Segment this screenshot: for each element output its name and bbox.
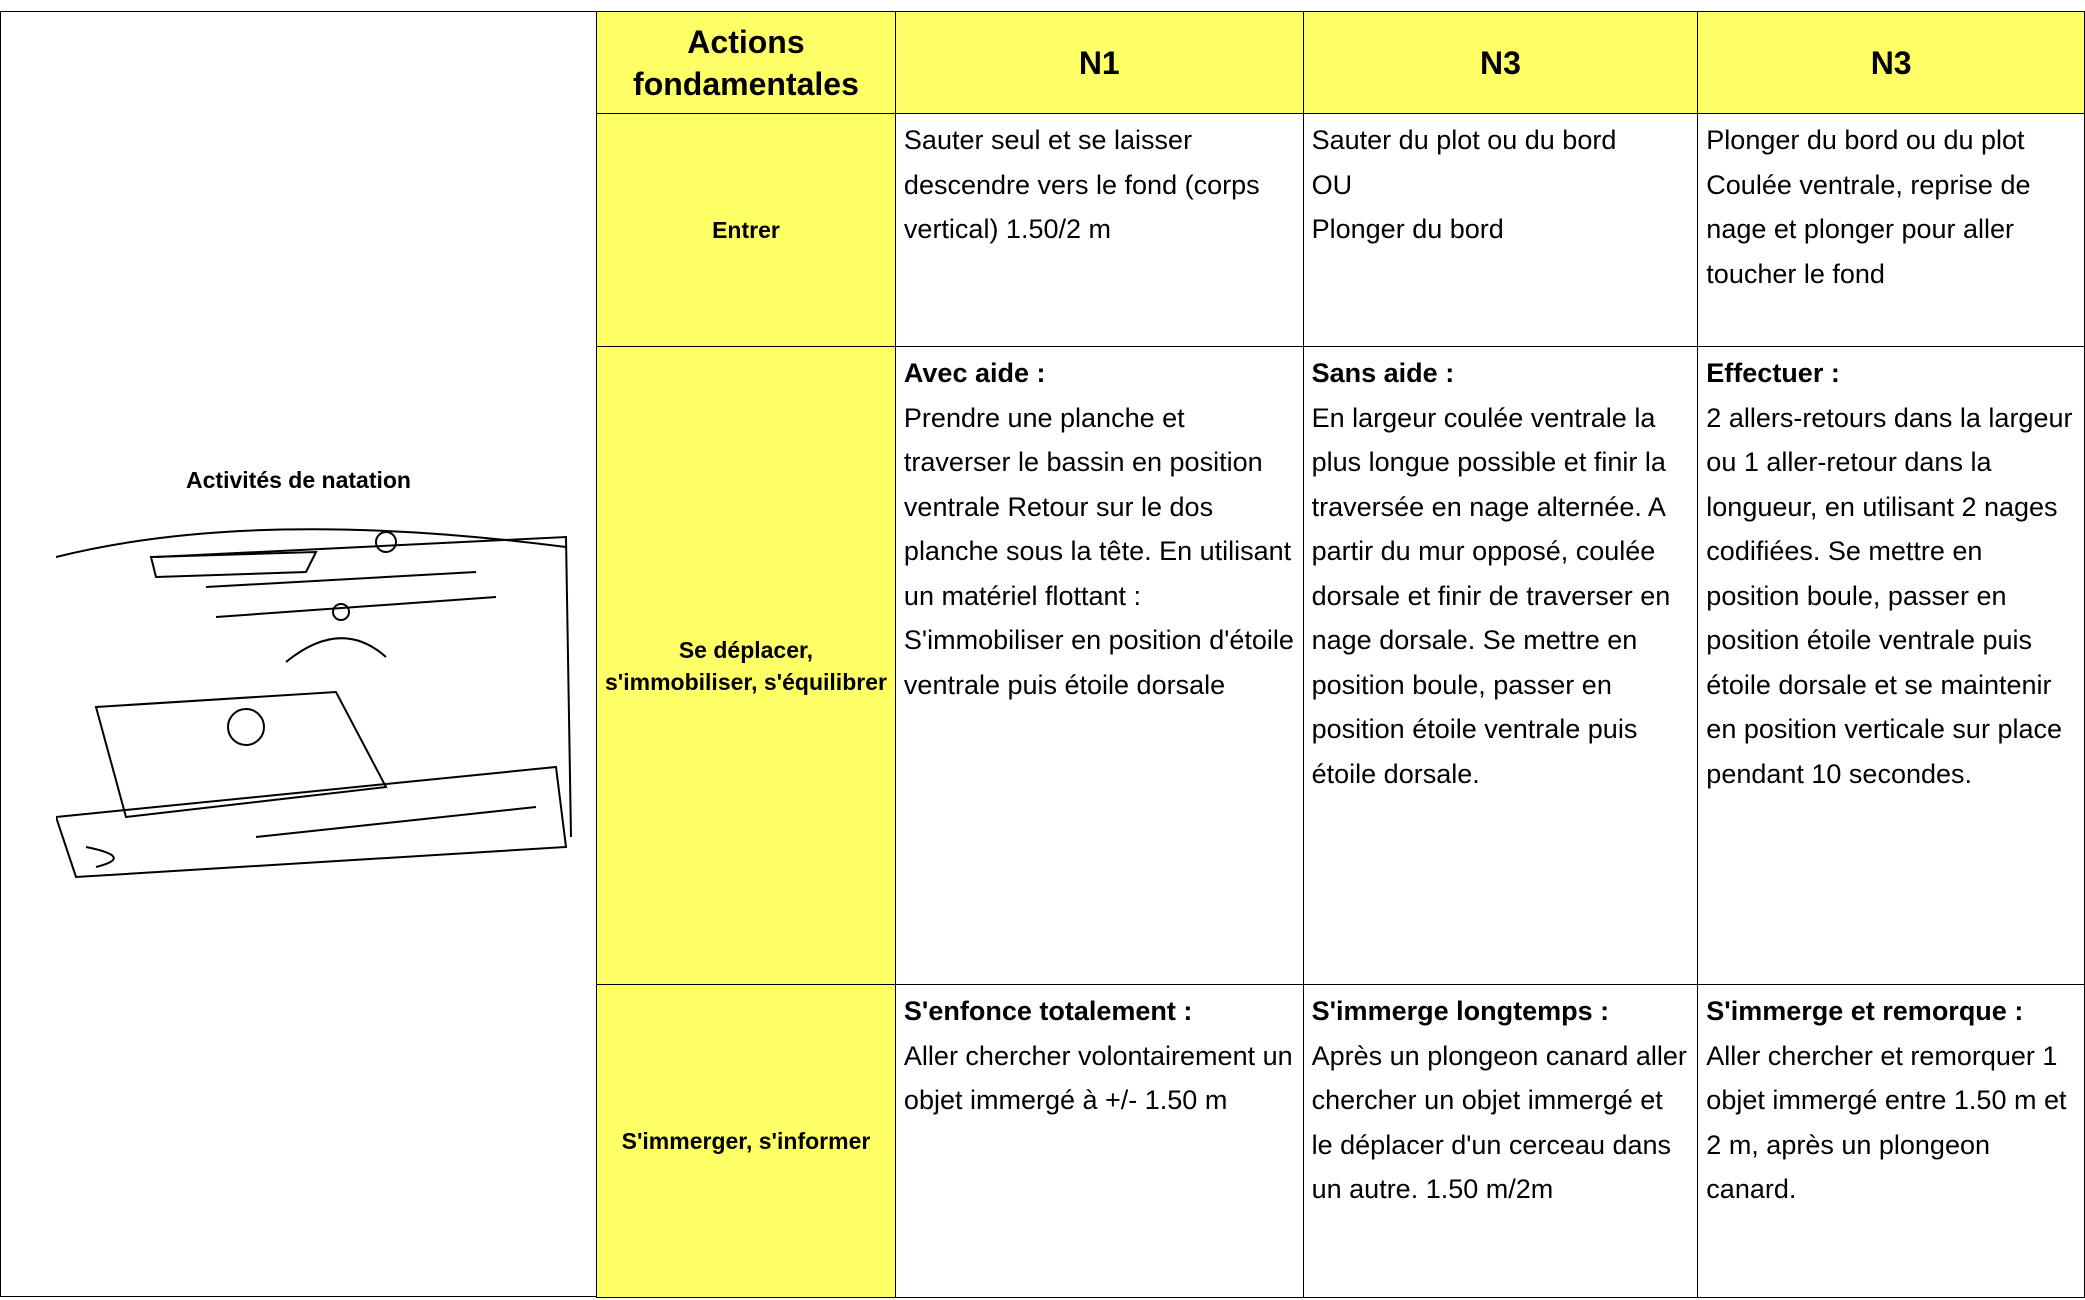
pool-wall [155,535,572,838]
cell-text: Plonger du bord [1311,214,1504,244]
level-cell: Sans aide : En largeur coulée ventrale la… [1302,346,1699,985]
ball [332,603,350,621]
level-cell: Effectuer : 2 allers-retours dans la larg… [1697,346,2085,985]
cell-text: Aller chercher et remorquer 1 objet imme… [1706,1040,2067,1205]
hoop [285,637,387,663]
cell-heading: Avec aide : [903,358,1046,388]
floating-mat [94,690,388,819]
table-row: Se déplacer, s'immobiliser, s'équilibrer… [596,346,2085,985]
header-cell: N3 [1302,11,1699,114]
swimmer-head [375,531,397,553]
cell-text: Après un plongeon canard aller chercher … [1311,1040,1687,1205]
cell-text: Prendre une planche et traverser le bass… [903,402,1294,700]
table-row: Entrer Sauter seul et se laisser descendr… [596,113,2085,347]
cell-text: En largeur coulée ventrale la plus longu… [1311,402,1671,789]
cell-text: Plonger du bord ou du plot Coulée ventra… [1706,125,2031,289]
table-row: S'immerger, s'informer S'enfonce totaleme… [596,984,2085,1298]
header-row: Actions fondamentales N1 N3 N3 [596,11,2085,114]
level-cell: S'immerge longtemps : Après un plongeon c… [1302,984,1699,1298]
diving-board [149,550,318,579]
side-label: Activités de natation [186,467,411,493]
cell-text: Sauter seul et se laisser descendre vers… [903,125,1260,244]
cell-text: OU [1311,169,1353,200]
level-cell: S'enfonce totalement : Aller chercher vol… [894,984,1304,1298]
cell-heading: Sans aide : [1311,358,1455,388]
level-cell: Plonger du bord ou du plot Coulée ventra… [1697,113,2085,347]
level-cell: Avec aide : Prendre une planche et traver… [894,346,1304,985]
cell-heading: Effectuer : [1706,358,1840,388]
action-cell: Entrer [596,113,896,347]
level-cell: Sauter du plot ou du bord OU Plonger du bo… [1302,113,1699,347]
action-cell: Se déplacer, s'immobiliser, s'équilibrer [596,346,896,985]
cell-text: 2 allers-retours dans la largeur ou 1 al… [1706,402,2073,789]
header-cell: Actions fondamentales [596,11,896,114]
side-panel: Activités de natation [0,11,596,1297]
level-cell: Sauter seul et se laisser descendre vers… [894,113,1304,347]
cell-heading: S'enfonce totalement : [903,996,1193,1026]
header-cell: N1 [894,11,1304,114]
swimmer [227,708,265,746]
level-cell: S'immerge et remorque : Aller chercher et… [1697,984,2085,1298]
cell-text: Sauter du plot ou du bord [1311,125,1617,155]
pool-floor [56,765,568,879]
action-cell: S'immerger, s'informer [596,984,896,1298]
pool-illustration [56,528,572,879]
cell-heading: S'immerge et remorque : [1706,996,2024,1026]
water-lines [85,571,537,868]
table-body: Entrer Sauter seul et se laisser descendr… [596,113,2085,1298]
cell-text: Aller chercher volontairement un objet i… [903,1040,1293,1116]
actions-table: Actions fondamentales N1 N3 N3 Entrer Sauter… [596,11,2085,1298]
header-cell: N3 [1697,11,2085,114]
cell-heading: S'immerge longtemps : [1311,996,1610,1026]
pool-edge [56,528,567,558]
